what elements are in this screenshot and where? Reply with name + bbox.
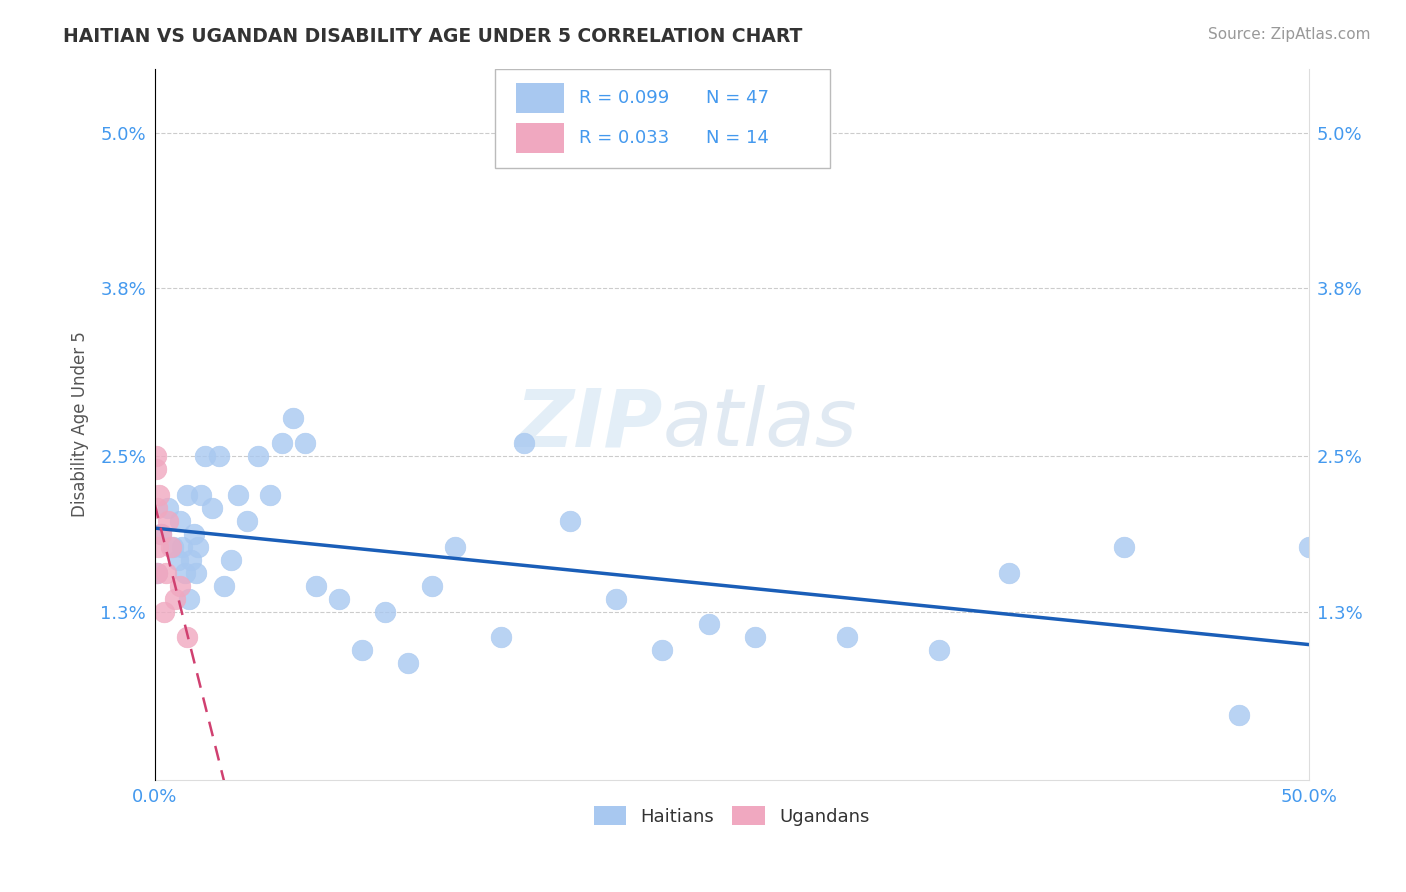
Point: [145, 462, 167, 476]
Point: [697, 617, 720, 632]
Point: [146, 566, 169, 580]
Point: [219, 553, 242, 567]
Point: [226, 488, 249, 502]
Point: [146, 540, 169, 554]
Legend: Haitians, Ugandans: Haitians, Ugandans: [585, 797, 879, 835]
Point: [179, 591, 201, 606]
Point: [159, 540, 181, 554]
Point: [281, 410, 304, 425]
Point: [162, 540, 184, 554]
Point: [1229, 708, 1251, 723]
Point: [212, 579, 235, 593]
Y-axis label: Disability Age Under 5: Disability Age Under 5: [72, 331, 89, 517]
Point: [165, 591, 187, 606]
Text: Source: ZipAtlas.com: Source: ZipAtlas.com: [1208, 27, 1371, 42]
Point: [183, 527, 205, 541]
Point: [1298, 540, 1320, 554]
Point: [489, 631, 512, 645]
Point: [173, 566, 195, 580]
Text: N = 14: N = 14: [706, 129, 769, 147]
Point: [247, 450, 270, 464]
Point: [194, 450, 217, 464]
Point: [928, 643, 950, 657]
FancyBboxPatch shape: [495, 69, 830, 168]
Text: atlas: atlas: [662, 385, 858, 463]
Point: [169, 579, 191, 593]
Point: [150, 527, 173, 541]
Point: [558, 514, 581, 528]
Point: [201, 501, 224, 516]
Point: [172, 540, 194, 554]
Point: [997, 566, 1019, 580]
Point: [328, 591, 350, 606]
Text: N = 47: N = 47: [706, 88, 769, 107]
Point: [157, 501, 180, 516]
Point: [513, 436, 536, 450]
Point: [605, 591, 627, 606]
Point: [166, 553, 188, 567]
Point: [187, 540, 209, 554]
Point: [744, 631, 766, 645]
Point: [176, 488, 198, 502]
Point: [157, 514, 180, 528]
Point: [374, 605, 396, 619]
Point: [150, 527, 173, 541]
Text: HAITIAN VS UGANDAN DISABILITY AGE UNDER 5 CORRELATION CHART: HAITIAN VS UGANDAN DISABILITY AGE UNDER …: [63, 27, 803, 45]
Point: [259, 488, 281, 502]
Point: [155, 566, 177, 580]
Point: [152, 605, 174, 619]
Point: [1112, 540, 1135, 554]
FancyBboxPatch shape: [516, 83, 564, 112]
Point: [146, 566, 169, 580]
Point: [208, 450, 231, 464]
Point: [420, 579, 443, 593]
Point: [184, 566, 207, 580]
Point: [651, 643, 673, 657]
Point: [398, 657, 420, 671]
Point: [145, 450, 167, 464]
Text: R = 0.099: R = 0.099: [579, 88, 669, 107]
Point: [148, 488, 170, 502]
Point: [835, 631, 858, 645]
Point: [180, 553, 202, 567]
Point: [305, 579, 328, 593]
Text: R = 0.033: R = 0.033: [579, 129, 669, 147]
Point: [146, 501, 169, 516]
Point: [294, 436, 316, 450]
Point: [270, 436, 292, 450]
Point: [169, 514, 191, 528]
Point: [352, 643, 374, 657]
Point: [176, 631, 198, 645]
Point: [443, 540, 465, 554]
Point: [236, 514, 259, 528]
Text: ZIP: ZIP: [515, 385, 662, 463]
FancyBboxPatch shape: [516, 123, 564, 153]
Point: [190, 488, 212, 502]
